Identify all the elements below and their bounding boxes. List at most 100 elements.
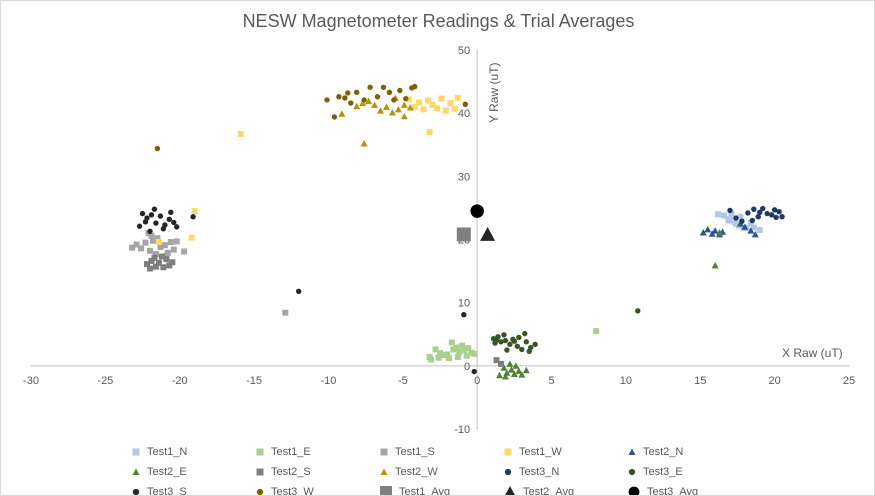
data-point <box>498 339 504 345</box>
data-point <box>338 110 346 117</box>
data-point <box>456 227 471 242</box>
data-point <box>160 226 167 232</box>
legend-marker <box>132 448 140 456</box>
legend-marker <box>504 468 512 476</box>
tick-labels: -30-25-20-15-10-50510152025-100102030405… <box>23 45 855 436</box>
series-test2-e <box>495 229 724 380</box>
data-point <box>747 220 754 227</box>
legend-marker-shape <box>380 448 388 456</box>
data-point <box>139 210 146 217</box>
data-point <box>480 226 496 241</box>
data-point <box>768 212 775 218</box>
data-point <box>377 107 385 114</box>
legend-label: Test2_W <box>395 466 438 478</box>
data-point <box>493 357 500 364</box>
data-point <box>495 371 503 379</box>
axes <box>31 50 849 429</box>
data-point <box>756 227 763 234</box>
legend-label: Test1_N <box>147 446 188 458</box>
data-point <box>519 346 525 353</box>
data-point <box>348 100 354 106</box>
data-point <box>518 371 526 378</box>
data-point <box>511 338 518 344</box>
data-point <box>416 99 423 106</box>
data-point <box>142 219 149 225</box>
data-point <box>129 244 136 251</box>
data-point <box>161 242 168 249</box>
data-point <box>515 367 523 374</box>
data-point <box>166 262 173 269</box>
data-point <box>168 209 174 216</box>
legend-item: Test2_E <box>131 465 255 479</box>
x-tick-label: 25 <box>843 375 855 387</box>
data-point <box>146 247 153 254</box>
data-point <box>163 256 170 263</box>
data-point <box>406 103 414 111</box>
data-point <box>711 261 719 269</box>
legend-marker-shape <box>132 488 140 495</box>
data-point <box>497 360 504 367</box>
data-point <box>779 214 785 220</box>
data-point <box>361 97 367 103</box>
data-point <box>412 83 418 90</box>
x-tick-label: -20 <box>172 375 188 387</box>
data-point <box>188 234 195 241</box>
legend-marker-shape <box>628 448 636 455</box>
legend-item: Test3_W <box>255 485 379 495</box>
legend-marker-shape <box>504 468 512 476</box>
data-point <box>454 95 461 102</box>
data-point <box>771 207 778 213</box>
legend-label: Test1_E <box>271 446 311 458</box>
legend-marker-shape <box>504 448 512 456</box>
legend-marker <box>256 448 264 456</box>
data-point <box>171 219 177 226</box>
data-point <box>764 210 770 217</box>
data-point <box>426 353 433 360</box>
legend-marker <box>380 486 392 495</box>
data-point <box>151 206 158 212</box>
data-point <box>776 209 782 215</box>
data-point <box>711 227 719 234</box>
data-point <box>456 348 463 355</box>
data-point <box>454 353 461 360</box>
series-test1-e <box>426 328 600 363</box>
legend-marker-shape <box>505 486 515 495</box>
data-point <box>382 103 390 110</box>
data-point <box>405 96 412 103</box>
series-test2-n <box>699 220 759 238</box>
data-point <box>282 309 289 316</box>
data-point <box>460 347 467 354</box>
y-axis-title: Y Raw (uT) <box>487 63 501 123</box>
data-point <box>158 253 165 260</box>
data-point <box>391 97 397 103</box>
data-point <box>435 354 442 361</box>
legend-label: Test3_S <box>147 486 187 496</box>
data-point <box>459 342 466 349</box>
data-point <box>741 223 749 230</box>
data-point <box>163 252 170 259</box>
data-point <box>441 352 448 359</box>
data-point <box>526 348 532 355</box>
data-point <box>773 214 779 221</box>
data-point <box>237 131 244 138</box>
series-test2-avg <box>480 226 496 241</box>
data-point <box>442 107 449 114</box>
data-point <box>170 246 177 253</box>
data-point <box>760 205 766 212</box>
data-point <box>462 101 468 108</box>
series-test1-w <box>155 95 461 246</box>
data-point <box>522 330 528 337</box>
legend-marker-shape <box>380 468 388 475</box>
data-point <box>374 94 381 100</box>
legend-marker <box>380 448 388 456</box>
legend-item: Test2_N <box>627 445 751 459</box>
legend-label: Test1_Avg <box>399 486 451 496</box>
legend-label: Test3_E <box>643 466 683 478</box>
x-tick-label: 0 <box>474 375 480 387</box>
data-point <box>190 214 196 220</box>
x-tick-label: -10 <box>321 375 337 387</box>
y-tick-label: 50 <box>458 45 470 57</box>
data-point <box>507 366 515 373</box>
legend-item: Test3_E <box>627 465 751 479</box>
data-point <box>750 224 757 231</box>
